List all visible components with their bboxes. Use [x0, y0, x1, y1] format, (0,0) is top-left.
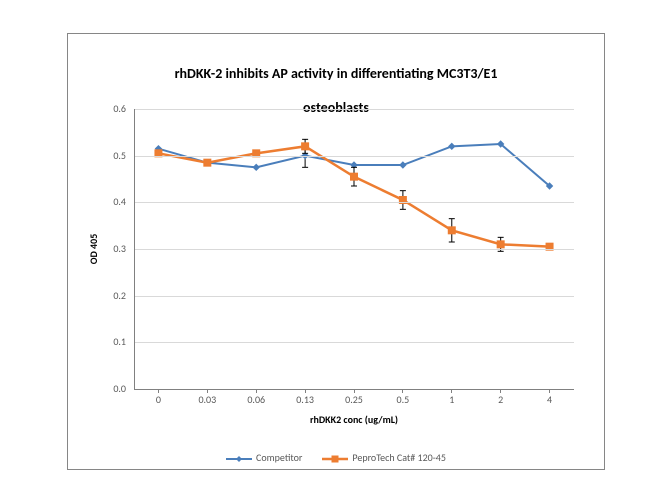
x-tick-mark: [354, 389, 355, 393]
legend-swatch: [226, 453, 252, 465]
gridline: [134, 249, 574, 250]
x-tick-label: 0: [156, 393, 161, 406]
x-tick-label: 1: [449, 393, 454, 406]
legend-label: PeproTech Cat# 120-45: [352, 451, 446, 464]
x-tick-label: 4: [547, 393, 552, 406]
y-tick-label: 0.4: [96, 195, 126, 208]
marker-diamond: [253, 164, 259, 170]
y-axis: [134, 109, 135, 389]
y-tick-label: 0.3: [96, 242, 126, 255]
legend-swatch: [322, 453, 348, 465]
marker-diamond: [449, 143, 455, 149]
gridline: [134, 342, 574, 343]
x-tick-mark: [158, 389, 159, 393]
x-tick-label: 2: [498, 393, 503, 406]
x-tick-label: 0.13: [296, 393, 314, 406]
legend: Competitor PeproTech Cat# 120-45: [68, 451, 604, 465]
y-tick-label: 0.2: [96, 289, 126, 302]
x-tick-mark: [549, 389, 550, 393]
x-tick-mark: [305, 389, 306, 393]
x-axis-label: rhDKK2 conc (ug/mL): [134, 413, 574, 426]
chart-title: rhDKK-2 inhibits AP activity in differen…: [68, 48, 604, 116]
x-tick-mark: [402, 389, 403, 393]
x-tick-mark: [451, 389, 452, 393]
x-tick-label: 0.03: [198, 393, 216, 406]
legend-item: PeproTech Cat# 120-45: [322, 451, 446, 465]
marker-square: [448, 227, 455, 234]
marker-square: [497, 241, 504, 248]
legend-label: Competitor: [256, 451, 302, 464]
gridline: [134, 156, 574, 157]
y-tick-label: 0.1: [96, 335, 126, 348]
marker-square: [351, 173, 358, 180]
marker-square: [302, 143, 309, 150]
gridline: [134, 296, 574, 297]
legend-item: Competitor: [226, 451, 302, 465]
y-tick-label: 0.0: [96, 382, 126, 395]
y-tick-label: 0.5: [96, 149, 126, 162]
chart-title-line1: rhDKK-2 inhibits AP activity in differen…: [175, 65, 498, 82]
marker-diamond: [400, 162, 406, 168]
page: rhDKK-2 inhibits AP activity in differen…: [0, 0, 650, 502]
plot-area: OD 405 rhDKK2 conc (ug/mL) 0.00.10.20.30…: [134, 109, 574, 389]
x-tick-mark: [256, 389, 257, 393]
chart-container: rhDKK-2 inhibits AP activity in differen…: [67, 33, 605, 470]
x-tick-label: 0.5: [397, 393, 410, 406]
x-tick-mark: [500, 389, 501, 393]
x-tick-label: 0.25: [345, 393, 363, 406]
gridline: [134, 109, 574, 110]
gridline: [134, 202, 574, 203]
marker-square: [204, 159, 211, 166]
x-tick-mark: [207, 389, 208, 393]
x-tick-label: 0.06: [247, 393, 265, 406]
y-tick-label: 0.6: [96, 102, 126, 115]
